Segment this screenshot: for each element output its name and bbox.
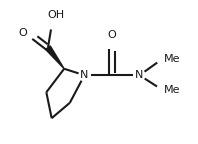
Text: Me: Me xyxy=(164,54,180,64)
Text: N: N xyxy=(80,70,89,80)
Text: O: O xyxy=(108,30,116,40)
Text: OH: OH xyxy=(47,10,64,20)
Text: Me: Me xyxy=(164,85,180,95)
Polygon shape xyxy=(46,46,64,69)
Text: N: N xyxy=(135,70,144,80)
Text: O: O xyxy=(19,28,27,38)
